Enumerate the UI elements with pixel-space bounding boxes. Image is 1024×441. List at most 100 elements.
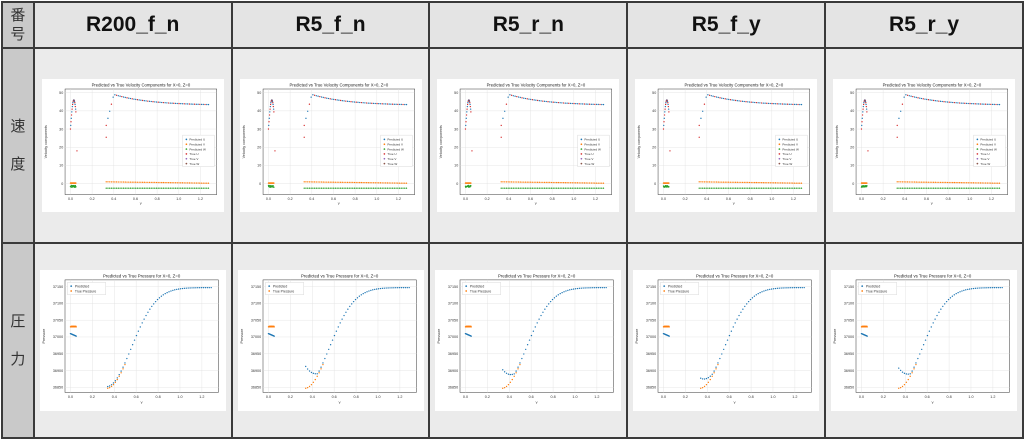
data-point [555, 188, 556, 189]
data-point [312, 181, 313, 182]
data-point [145, 188, 146, 189]
data-point [381, 182, 382, 183]
column-header: R5_f_n [232, 2, 430, 48]
data-point [994, 287, 995, 288]
x-tick-label: 1.2 [199, 395, 204, 399]
data-point [581, 103, 582, 104]
data-point [861, 128, 862, 129]
x-tick-label: 0.0 [265, 197, 270, 201]
data-point [523, 98, 524, 99]
data-point [71, 114, 72, 115]
data-point [725, 98, 726, 99]
data-point [206, 183, 207, 184]
data-point [591, 182, 592, 183]
data-point [136, 188, 137, 189]
data-point [139, 326, 140, 327]
data-point [537, 182, 538, 183]
data-point [933, 182, 934, 183]
data-point [381, 188, 382, 189]
data-point [376, 182, 377, 183]
data-point [173, 182, 174, 183]
data-point [984, 287, 985, 288]
data-point [197, 188, 198, 189]
data-point [704, 104, 705, 105]
data-point [562, 182, 563, 183]
data-point [906, 373, 907, 374]
data-point [75, 182, 76, 183]
legend-label: True U [585, 152, 594, 156]
data-point [910, 181, 911, 182]
data-point [322, 364, 323, 365]
x-tick-label: 0.4 [903, 395, 908, 399]
data-point [600, 188, 601, 189]
data-point [999, 183, 1000, 184]
data-point [667, 101, 668, 102]
data-point [663, 125, 664, 126]
data-point [118, 376, 119, 377]
x-tick-label: 0.8 [748, 197, 753, 201]
data-point [556, 296, 557, 297]
data-point [119, 188, 120, 189]
data-point [861, 285, 863, 287]
x-tick-label: 1.2 [593, 197, 598, 201]
data-point [268, 290, 270, 292]
data-point [529, 98, 530, 99]
data-point [987, 188, 988, 189]
data-point [322, 188, 323, 189]
data-point [716, 181, 717, 182]
y-tick-label: 37100 [53, 302, 63, 306]
data-point [531, 335, 532, 336]
data-point [188, 188, 189, 189]
legend-label: Predicted [866, 284, 880, 288]
data-point [801, 188, 802, 189]
y-tick-label: 36900 [250, 369, 260, 373]
data-point [534, 99, 535, 100]
data-point [964, 103, 965, 104]
data-point [533, 331, 534, 332]
data-point [329, 188, 330, 189]
data-point [400, 104, 401, 105]
data-point [718, 181, 719, 182]
comparison-table-slide: 番号 R200_f_n R5_f_n R5_r_n R5_f_y R5_r_y … [0, 0, 1024, 441]
data-point [378, 182, 379, 183]
data-point [936, 182, 937, 183]
y-tick-label: 0 [852, 182, 854, 186]
data-point [408, 287, 409, 288]
data-point [339, 322, 340, 323]
data-point [735, 188, 736, 189]
data-point [740, 188, 741, 189]
data-point [537, 188, 538, 189]
data-point [992, 182, 993, 183]
data-point [744, 188, 745, 189]
y-tick-label: 36900 [646, 369, 656, 373]
data-point [109, 111, 110, 112]
data-point [710, 379, 711, 380]
data-point [185, 188, 186, 189]
data-point [341, 188, 342, 189]
data-point [956, 188, 957, 189]
data-point [513, 188, 514, 189]
data-point [950, 188, 951, 189]
data-point [334, 182, 335, 183]
data-point [116, 181, 117, 182]
data-point [112, 181, 113, 182]
data-point [202, 188, 203, 189]
data-point [943, 188, 944, 189]
data-point [365, 188, 366, 189]
data-point [543, 182, 544, 183]
data-point [866, 106, 867, 107]
data-point [504, 181, 505, 182]
data-point [917, 97, 918, 98]
data-point [732, 188, 733, 189]
legend-label: True Pressure [75, 289, 96, 293]
data-point [185, 103, 186, 104]
data-point [574, 182, 575, 183]
data-point [185, 287, 186, 288]
data-point [155, 301, 156, 302]
data-point [371, 103, 372, 104]
data-point [706, 96, 707, 97]
x-tick-label: 0.8 [353, 395, 358, 399]
data-point [739, 315, 740, 316]
data-point [273, 187, 274, 188]
data-point [912, 370, 913, 371]
